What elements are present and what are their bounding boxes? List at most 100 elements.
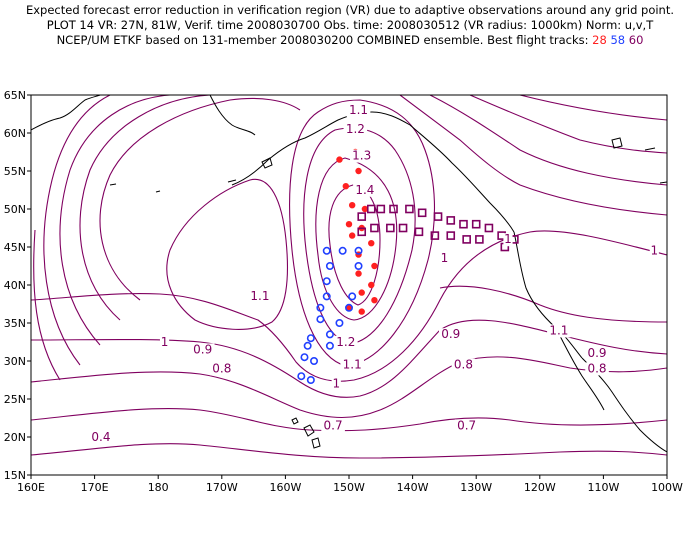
- contour-label: 0.8: [587, 361, 606, 375]
- latitude-axis: 65N 60N 55N 50N 45N 40N 35N 30N 25N 20N 15N: [4, 89, 31, 482]
- coast-siberia: [31, 95, 101, 131]
- contour-label: 0.8: [454, 358, 473, 372]
- contour-label-bg: [438, 328, 463, 342]
- coast-bc: [409, 124, 515, 233]
- contour-label: 1: [332, 377, 340, 391]
- contour-label-bg: [454, 419, 479, 433]
- map-title-line-2: PLOT 14 VR: 27N, 81W, Verif. time 200803…: [46, 18, 654, 32]
- coast-aleutian-1: [109, 183, 117, 186]
- lon-tick-label: 160W: [269, 481, 301, 494]
- lat-tick-label: 15N: [4, 469, 26, 482]
- coast-aleutian-2: [155, 190, 161, 193]
- contour-northeast-2: [429, 95, 667, 186]
- contour-label: 1.1: [343, 358, 362, 372]
- lat-tick-label: 25N: [4, 393, 26, 406]
- track-58-marker: [322, 292, 331, 301]
- coast-kodiak: [261, 157, 273, 169]
- contour-lines: [31, 95, 667, 459]
- track-28-marker: [336, 156, 343, 163]
- contour-1.1-upper: [289, 99, 436, 367]
- contour-northeast-1: [399, 95, 667, 216]
- contour-northeast-4: [519, 95, 667, 121]
- contour-0.8: [31, 356, 667, 419]
- lat-tick-label: 55N: [4, 165, 26, 178]
- coast-alaska-south: [231, 111, 411, 186]
- track-28-marker: [358, 308, 365, 315]
- track-60-marker: [433, 212, 443, 221]
- contour-label-bg: [190, 343, 215, 357]
- contour-label: 1.1: [349, 103, 368, 117]
- contour-label-bg: [248, 290, 272, 304]
- track-58-marker: [354, 261, 363, 270]
- contour-northeast-3: [469, 95, 667, 154]
- contour-label: 1.1: [250, 289, 269, 303]
- contour-label: 0.9: [441, 327, 460, 341]
- track-58-marker: [303, 341, 312, 350]
- track-28-marker: [355, 167, 362, 175]
- contour-label-bg: [585, 362, 609, 376]
- track-60-marker: [389, 204, 398, 214]
- track-58-marker: [322, 246, 331, 255]
- coast-islands-ne-3: [659, 181, 667, 184]
- track-28-marker: [358, 289, 365, 296]
- contour-label-bg: [159, 335, 170, 349]
- contour-label-bg: [503, 233, 513, 247]
- contour-label-bg: [210, 362, 234, 376]
- coast-hawaii-1: [291, 417, 299, 425]
- contour-label-bg: [349, 149, 374, 163]
- track-28-marker: [368, 281, 375, 289]
- coast-hawaii-3: [311, 437, 321, 449]
- longitude-axis: 160E 170E 180 170W 160W 150W 140W 130W 120W 110W 1…: [17, 475, 683, 494]
- contour-label: 1: [441, 251, 449, 265]
- contour-label-bg: [353, 183, 377, 197]
- track-58-marker: [344, 303, 353, 312]
- coast-islands-ne-2: [644, 147, 656, 151]
- lon-tick-label: 130W: [460, 481, 492, 494]
- contour-outer-5: [33, 229, 61, 381]
- track-58-marker: [348, 292, 357, 301]
- coast-hawaii-2: [303, 424, 315, 437]
- coast-aleutian-3: [227, 179, 237, 183]
- track-58-marker: [335, 318, 344, 327]
- track-28-marker: [348, 202, 356, 209]
- track-58-marker: [297, 372, 306, 381]
- track-60-marker: [386, 223, 395, 233]
- lat-tick-label: 65N: [4, 89, 26, 102]
- contour-label: 0.8: [212, 361, 231, 375]
- contour-label: 0.7: [457, 418, 476, 432]
- flight-tracks: [297, 148, 519, 384]
- track-28-marker: [345, 221, 353, 228]
- track-58-marker: [354, 246, 363, 255]
- lon-tick-label: 150W: [333, 481, 365, 494]
- track-58-marker: [306, 334, 315, 343]
- lat-tick-label: 35N: [4, 317, 26, 330]
- contour-label: 1: [650, 244, 658, 258]
- contour-label-bg: [343, 123, 368, 136]
- contour-outer-1: [99, 97, 301, 301]
- track-58-marker: [322, 277, 331, 286]
- track-60-marker: [446, 216, 456, 225]
- track-58-marker: [325, 261, 334, 270]
- contour-label-bg: [340, 358, 364, 372]
- coast-baja: [555, 327, 605, 411]
- flight-track-60-label: 60: [628, 33, 644, 47]
- contour-label: 0.4: [91, 430, 110, 444]
- title-line-3-prefix: NCEP/UM ETKF based on 131-member 2008030…: [56, 33, 589, 47]
- contour-label: 0.7: [324, 418, 343, 432]
- contour-1.1-west: [166, 178, 288, 330]
- track-60-marker: [376, 204, 386, 214]
- contour-label: 0.9: [587, 346, 606, 360]
- contour-label: 1.3: [352, 149, 371, 163]
- contour-outer-4: [43, 95, 111, 366]
- contour-label-bg: [346, 104, 371, 117]
- contour-label-bg: [331, 377, 341, 391]
- lon-tick-label: 170W: [206, 481, 238, 494]
- track-28-marker: [361, 205, 369, 213]
- contour-label-bg: [585, 347, 609, 361]
- track-58-marker: [325, 330, 334, 339]
- lat-tick-label: 60N: [4, 127, 26, 140]
- contour-1.3: [315, 157, 398, 321]
- lon-tick-label: 180: [148, 481, 169, 494]
